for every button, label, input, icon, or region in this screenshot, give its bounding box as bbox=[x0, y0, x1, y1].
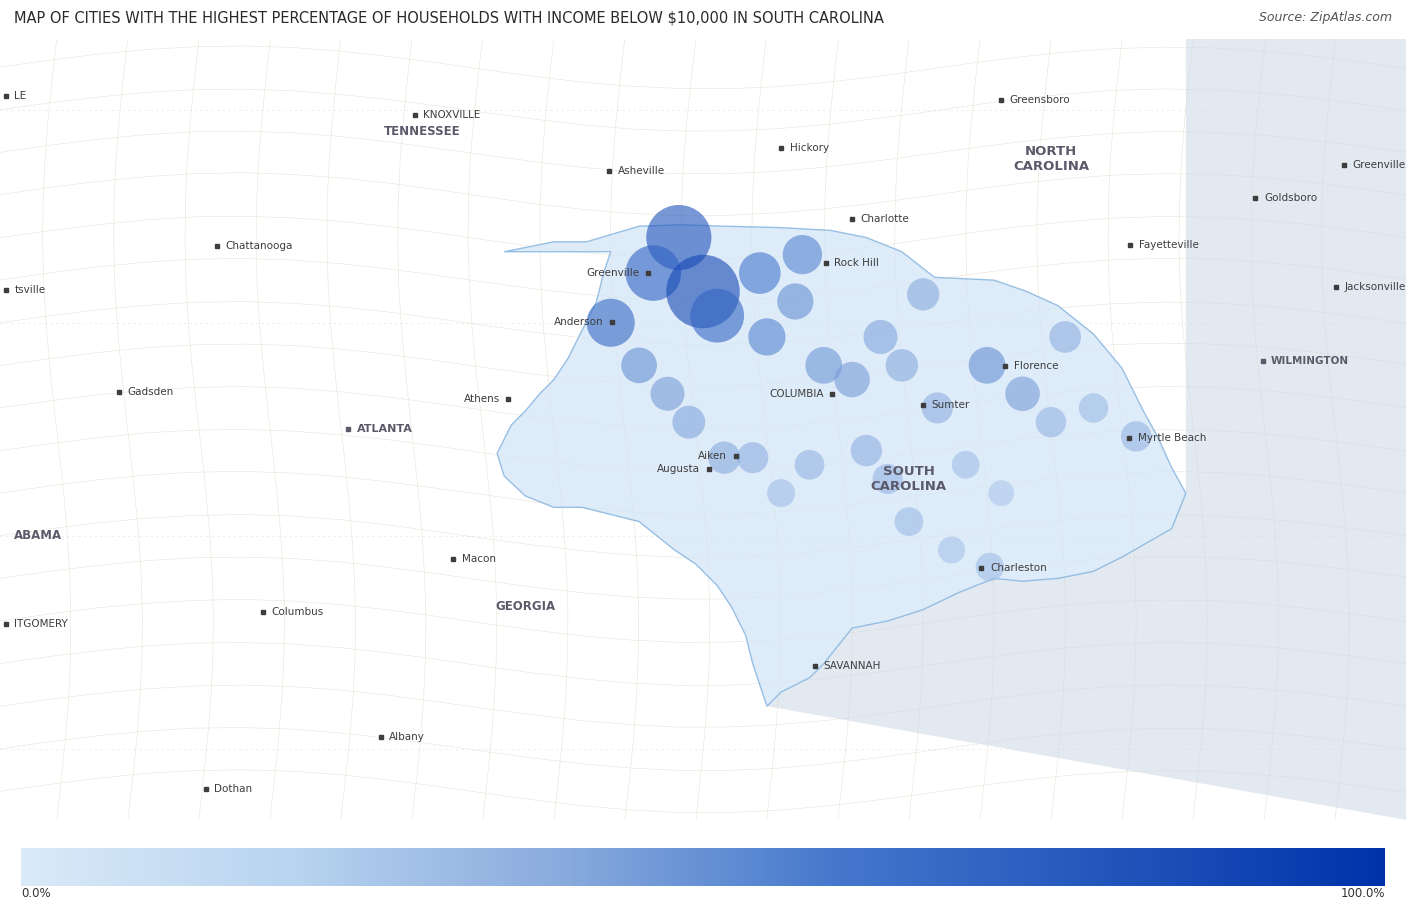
Point bbox=[990, 486, 1012, 501]
Text: Hickory: Hickory bbox=[790, 143, 828, 153]
Text: SAVANNAH: SAVANNAH bbox=[824, 662, 882, 672]
Text: Rock Hill: Rock Hill bbox=[834, 257, 879, 268]
Text: Greenville: Greenville bbox=[1353, 160, 1405, 170]
Text: WILMINGTON: WILMINGTON bbox=[1271, 356, 1350, 366]
Text: KNOXVILLE: KNOXVILLE bbox=[423, 111, 481, 120]
Text: Dothan: Dothan bbox=[215, 784, 253, 794]
Text: Myrtle Beach: Myrtle Beach bbox=[1137, 433, 1206, 443]
Point bbox=[770, 486, 793, 501]
Text: Athens: Athens bbox=[464, 395, 501, 405]
Point bbox=[1054, 330, 1077, 344]
Text: Greenville: Greenville bbox=[586, 268, 640, 278]
Point bbox=[890, 358, 912, 372]
Text: Anderson: Anderson bbox=[554, 317, 603, 327]
Point bbox=[668, 230, 690, 245]
Point bbox=[941, 543, 963, 557]
Text: Asheville: Asheville bbox=[617, 165, 665, 176]
Text: Source: ZipAtlas.com: Source: ZipAtlas.com bbox=[1258, 11, 1392, 23]
Point bbox=[1125, 429, 1147, 443]
Text: Charleston: Charleston bbox=[990, 563, 1046, 573]
Text: MAP OF CITIES WITH THE HIGHEST PERCENTAGE OF HOUSEHOLDS WITH INCOME BELOW $10,00: MAP OF CITIES WITH THE HIGHEST PERCENTAG… bbox=[14, 11, 884, 26]
Point bbox=[955, 458, 977, 472]
Text: ATLANTA: ATLANTA bbox=[357, 424, 412, 434]
Point bbox=[1083, 401, 1105, 415]
Point bbox=[748, 266, 770, 280]
Text: Florence: Florence bbox=[1014, 361, 1059, 371]
Polygon shape bbox=[498, 225, 1185, 707]
Text: TENNESSEE: TENNESSEE bbox=[384, 125, 460, 138]
Point bbox=[979, 560, 1001, 574]
Point bbox=[855, 443, 877, 458]
Point bbox=[1039, 415, 1062, 430]
Point bbox=[755, 330, 778, 344]
Text: COLUMBIA: COLUMBIA bbox=[769, 388, 824, 399]
Point bbox=[841, 372, 863, 387]
Text: tsville: tsville bbox=[14, 285, 45, 295]
Text: Jacksonville: Jacksonville bbox=[1346, 282, 1406, 292]
Point bbox=[706, 308, 728, 323]
Text: SOUTH
CAROLINA: SOUTH CAROLINA bbox=[870, 465, 948, 493]
Text: 100.0%: 100.0% bbox=[1340, 887, 1385, 899]
Point bbox=[713, 450, 735, 465]
Text: Greensboro: Greensboro bbox=[1010, 94, 1070, 105]
Text: GEORGIA: GEORGIA bbox=[495, 601, 555, 613]
Text: Albany: Albany bbox=[389, 733, 425, 743]
Text: Chattanooga: Chattanooga bbox=[226, 241, 294, 251]
Polygon shape bbox=[766, 39, 1406, 820]
Text: Aiken: Aiken bbox=[699, 451, 727, 461]
Text: Columbus: Columbus bbox=[271, 608, 323, 618]
Text: Macon: Macon bbox=[461, 554, 495, 564]
Point bbox=[876, 472, 898, 486]
Point bbox=[792, 247, 814, 262]
Point bbox=[1011, 387, 1033, 401]
Point bbox=[657, 387, 679, 401]
Text: Gadsden: Gadsden bbox=[128, 387, 174, 397]
Point bbox=[678, 415, 700, 430]
Text: Charlotte: Charlotte bbox=[860, 214, 910, 224]
Text: Fayetteville: Fayetteville bbox=[1139, 240, 1199, 250]
Point bbox=[813, 358, 835, 372]
Point bbox=[927, 401, 949, 415]
Point bbox=[799, 458, 821, 472]
Point bbox=[869, 330, 891, 344]
Text: Augusta: Augusta bbox=[657, 464, 700, 474]
Point bbox=[785, 294, 807, 308]
Text: Sumter: Sumter bbox=[932, 400, 970, 410]
Point bbox=[628, 358, 651, 372]
Point bbox=[599, 316, 621, 330]
Point bbox=[976, 358, 998, 372]
Text: LE: LE bbox=[14, 91, 27, 101]
Point bbox=[692, 284, 714, 298]
Text: Goldsboro: Goldsboro bbox=[1264, 192, 1317, 203]
Text: NORTH
CAROLINA: NORTH CAROLINA bbox=[1012, 146, 1090, 174]
Point bbox=[741, 450, 763, 465]
Point bbox=[912, 287, 935, 301]
Text: ITGOMERY: ITGOMERY bbox=[14, 619, 67, 628]
Text: 0.0%: 0.0% bbox=[21, 887, 51, 899]
Point bbox=[643, 266, 665, 280]
Point bbox=[897, 514, 920, 529]
Text: ABAMA: ABAMA bbox=[14, 530, 62, 542]
